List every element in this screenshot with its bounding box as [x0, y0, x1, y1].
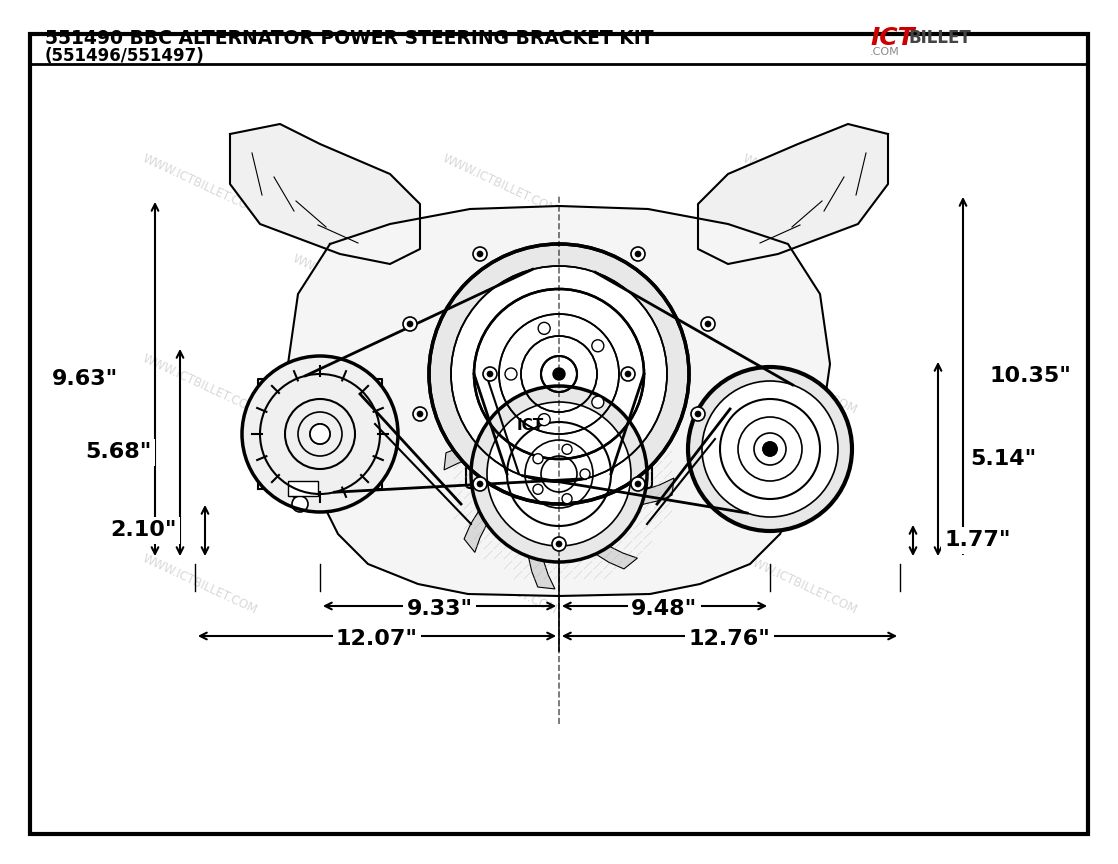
Circle shape [625, 371, 631, 377]
Polygon shape [230, 124, 420, 264]
Text: WWW.ICTBILLET.COM: WWW.ICTBILLET.COM [141, 352, 259, 416]
Circle shape [701, 317, 716, 331]
Text: 12.07": 12.07" [337, 629, 418, 649]
Circle shape [580, 469, 590, 479]
Polygon shape [698, 124, 888, 264]
Circle shape [505, 368, 517, 380]
Circle shape [635, 481, 641, 487]
Text: WWW.ICTBILLET.COM: WWW.ICTBILLET.COM [440, 352, 559, 416]
Circle shape [631, 477, 645, 491]
Circle shape [762, 442, 777, 456]
Circle shape [483, 367, 498, 381]
Circle shape [695, 411, 701, 417]
Circle shape [417, 411, 423, 417]
Text: 551490 BBC ALTERNATOR POWER STEERING BRACKET KIT: 551490 BBC ALTERNATOR POWER STEERING BRA… [45, 29, 654, 48]
Circle shape [705, 321, 711, 327]
Text: WWW.ICTBILLET.COM: WWW.ICTBILLET.COM [590, 452, 710, 517]
Text: ICT: ICT [517, 418, 543, 434]
Circle shape [553, 368, 565, 380]
Text: 12.76": 12.76" [689, 629, 770, 649]
Text: WWW.ICTBILLET.COM: WWW.ICTBILLET.COM [740, 152, 860, 216]
Circle shape [538, 414, 550, 426]
Text: WWW.ICTBILLET.COM: WWW.ICTBILLET.COM [740, 551, 860, 616]
Circle shape [691, 407, 705, 421]
Text: 9.33": 9.33" [407, 599, 473, 619]
FancyBboxPatch shape [30, 34, 1088, 834]
Circle shape [407, 321, 413, 327]
Text: 1.77": 1.77" [945, 530, 1012, 550]
Circle shape [473, 247, 487, 261]
Circle shape [552, 537, 566, 551]
Circle shape [538, 322, 550, 334]
Circle shape [620, 367, 635, 381]
Text: WWW.ICTBILLET.COM: WWW.ICTBILLET.COM [141, 551, 259, 616]
Circle shape [429, 244, 689, 504]
Circle shape [477, 251, 483, 257]
Text: WWW.ICTBILLET.COM: WWW.ICTBILLET.COM [141, 152, 259, 216]
Circle shape [533, 454, 543, 464]
Circle shape [477, 481, 483, 487]
Text: WWW.ICTBILLET.COM: WWW.ICTBILLET.COM [291, 452, 409, 517]
Polygon shape [578, 396, 654, 474]
FancyBboxPatch shape [466, 300, 652, 488]
Circle shape [635, 251, 641, 257]
Polygon shape [563, 359, 590, 460]
Text: ICT: ICT [870, 26, 915, 50]
Text: 5.14": 5.14" [970, 449, 1036, 469]
Circle shape [562, 444, 572, 454]
Circle shape [487, 402, 631, 546]
Text: WWW.ICTBILLET.COM: WWW.ICTBILLET.COM [440, 551, 559, 616]
Circle shape [310, 424, 330, 444]
Circle shape [471, 386, 647, 562]
Polygon shape [258, 379, 382, 489]
Circle shape [688, 367, 852, 531]
Circle shape [533, 485, 543, 494]
Text: WWW.ICTBILLET.COM: WWW.ICTBILLET.COM [440, 152, 559, 216]
Circle shape [702, 381, 838, 517]
Circle shape [631, 247, 645, 261]
Polygon shape [528, 488, 555, 589]
Circle shape [413, 407, 427, 421]
Circle shape [487, 371, 493, 377]
Circle shape [556, 541, 562, 547]
Text: BILLET: BILLET [908, 29, 970, 47]
Text: WWW.ICTBILLET.COM: WWW.ICTBILLET.COM [291, 251, 409, 316]
Polygon shape [464, 474, 540, 552]
Text: (551496/551497): (551496/551497) [45, 47, 205, 65]
Text: 9.63": 9.63" [51, 369, 119, 389]
Polygon shape [288, 206, 830, 596]
Circle shape [591, 397, 604, 408]
Circle shape [451, 266, 667, 482]
Text: WWW.ICTBILLET.COM: WWW.ICTBILLET.COM [740, 352, 860, 416]
Circle shape [241, 356, 398, 512]
FancyBboxPatch shape [288, 481, 318, 496]
Polygon shape [444, 442, 544, 470]
Circle shape [591, 340, 604, 352]
Circle shape [402, 317, 417, 331]
Polygon shape [574, 478, 674, 505]
Text: 5.68": 5.68" [85, 442, 151, 462]
Text: .COM: .COM [870, 47, 900, 57]
Polygon shape [559, 493, 637, 569]
Text: 10.35": 10.35" [989, 366, 1071, 386]
Text: WWW.ICTBILLET.COM: WWW.ICTBILLET.COM [590, 251, 710, 316]
Circle shape [562, 493, 572, 504]
Circle shape [473, 477, 487, 491]
Circle shape [292, 496, 307, 512]
Polygon shape [481, 379, 559, 454]
Text: 2.10": 2.10" [110, 520, 177, 541]
Text: 9.48": 9.48" [632, 599, 698, 619]
